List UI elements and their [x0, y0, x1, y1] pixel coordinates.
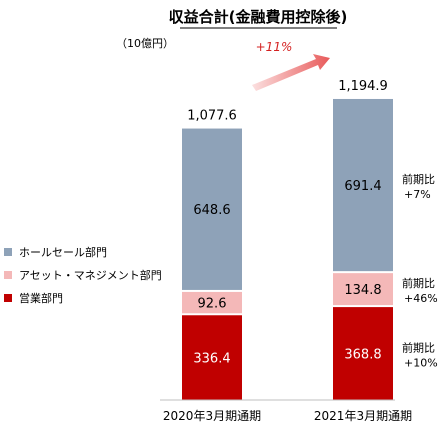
legend-label: 営業部門 — [19, 291, 63, 305]
legend-label: ホールセール部門 — [19, 245, 107, 259]
yoy-label-line1: 前期比 — [402, 341, 435, 355]
segment-value-label: 368.8 — [344, 348, 381, 363]
yoy-label-line2: +10% — [404, 357, 438, 370]
yoy-labels: 前期比 +7% 前期比 +46% 前期比 +10% — [402, 172, 438, 369]
bar-segment — [333, 273, 393, 306]
bar-segment — [182, 128, 242, 290]
bar-segment — [182, 315, 242, 400]
segment-value-label: 691.4 — [344, 179, 381, 194]
segment-labels: 336.4 92.6 648.6 368.8 134.8 691.4 — [193, 179, 381, 367]
chart-title: 収益合計(金融費用控除後) — [169, 8, 348, 26]
bar-segment — [333, 307, 393, 400]
legend-swatch — [4, 294, 12, 302]
unit-label: （10億円） — [116, 37, 174, 50]
growth-arrow — [252, 54, 330, 91]
bars-group — [182, 98, 393, 400]
segment-value-label: 92.6 — [198, 297, 227, 312]
growth-label: +11% — [256, 40, 293, 54]
bar-segment — [333, 98, 393, 272]
segment-value-label: 336.4 — [193, 352, 230, 367]
segment-value-label: 648.6 — [193, 203, 230, 218]
segment-value-label: 134.8 — [344, 283, 381, 298]
yoy-label-line2: +46% — [404, 292, 438, 305]
yoy-label-line1: 前期比 — [402, 276, 435, 290]
x-tick-labels: 2020年3月期通期 2021年3月期通期 — [163, 409, 412, 423]
x-tick-label: 2021年3月期通期 — [314, 409, 412, 423]
legend-swatch — [4, 248, 12, 256]
yoy-label-line1: 前期比 — [402, 172, 435, 186]
legend-swatch — [4, 271, 12, 279]
total-label: 1,077.6 — [187, 109, 237, 124]
x-tick-label: 2020年3月期通期 — [163, 409, 261, 423]
bar-segment — [182, 291, 242, 314]
total-label: 1,194.9 — [338, 79, 388, 94]
total-labels: 1,077.6 1,194.9 — [187, 79, 388, 124]
legend-label: アセット・マネジメント部門 — [19, 268, 162, 282]
yoy-label-line2: +7% — [404, 188, 431, 201]
